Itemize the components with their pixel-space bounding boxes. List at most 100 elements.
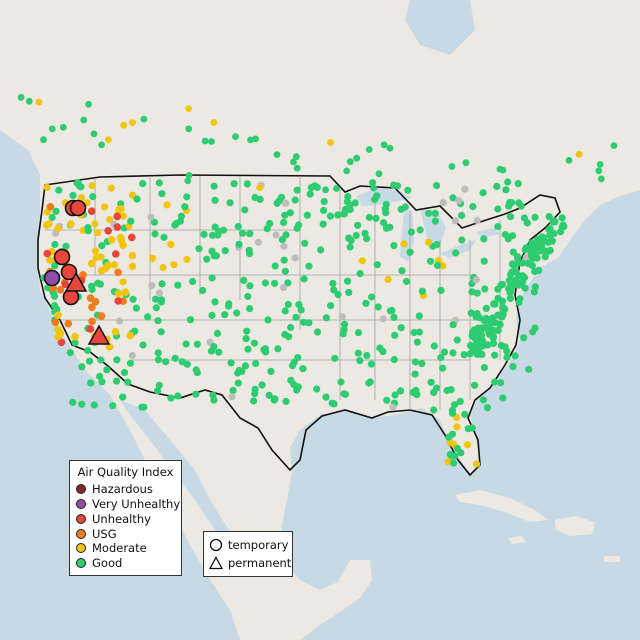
monitor-marker xyxy=(256,184,263,191)
monitor-marker xyxy=(98,378,106,386)
monitor-marker xyxy=(343,198,351,206)
monitor-marker xyxy=(126,359,135,367)
monitor-marker xyxy=(472,313,480,321)
monitor-marker xyxy=(338,313,346,321)
monitor-marker xyxy=(87,379,95,387)
monitor-marker xyxy=(437,286,445,294)
monitor-marker xyxy=(290,158,297,166)
monitor-marker xyxy=(189,277,197,286)
temporary-monitor-marker xyxy=(69,199,87,217)
monitor-marker xyxy=(293,186,301,194)
monitor-marker xyxy=(251,193,259,202)
monitor-marker xyxy=(326,212,334,220)
monitor-marker xyxy=(221,311,229,319)
monitor-marker xyxy=(214,231,222,239)
monitor-marker xyxy=(340,326,348,334)
monitor-marker xyxy=(86,325,95,333)
monitor-marker xyxy=(251,390,259,398)
monitor-marker xyxy=(452,249,460,257)
monitor-marker xyxy=(157,328,165,336)
monitor-marker xyxy=(91,220,99,228)
monitor-marker xyxy=(208,231,217,239)
monitor-marker xyxy=(453,336,461,344)
monitor-marker xyxy=(140,115,148,123)
monitor-marker xyxy=(116,317,124,325)
monitor-marker xyxy=(252,135,259,143)
monitor-marker xyxy=(482,304,490,312)
monitor-marker xyxy=(351,199,359,207)
unhealthy-swatch-icon xyxy=(76,514,86,524)
monitor-marker xyxy=(508,232,517,240)
monitor-marker xyxy=(243,327,251,335)
monitor-marker xyxy=(489,332,497,340)
monitor-marker xyxy=(402,277,411,286)
monitor-marker xyxy=(464,425,472,433)
monitor-marker xyxy=(520,334,528,342)
monitor-marker xyxy=(252,359,260,368)
monitor-marker xyxy=(261,279,269,287)
monitor-marker xyxy=(469,203,477,211)
monitor-marker xyxy=(225,300,233,308)
monitor-marker xyxy=(147,213,155,221)
monitor-marker xyxy=(184,177,192,185)
monitor-marker xyxy=(211,196,219,204)
monitor-marker xyxy=(62,242,70,250)
monitor-marker xyxy=(208,274,216,282)
monitor-marker xyxy=(86,294,95,302)
temporary-monitor-marker xyxy=(60,263,78,281)
monitor-marker xyxy=(538,246,547,254)
monitor-marker xyxy=(51,240,59,249)
monitor-marker xyxy=(406,248,414,256)
legend-label-unhealthy: Unhealthy xyxy=(92,512,151,526)
monitor-marker xyxy=(461,185,469,193)
monitor-marker xyxy=(491,351,499,359)
monitor-marker xyxy=(487,326,495,334)
monitor-marker xyxy=(51,318,60,327)
good-swatch-icon xyxy=(76,558,86,568)
monitor-marker xyxy=(170,261,178,269)
monitor-marker xyxy=(479,324,487,332)
monitor-marker xyxy=(374,303,382,311)
monitor-marker xyxy=(346,243,354,251)
monitor-marker xyxy=(337,378,345,386)
hudson-bay xyxy=(405,0,475,55)
monitor-marker xyxy=(449,194,457,202)
monitor-marker xyxy=(535,266,543,274)
monitor-marker xyxy=(370,184,377,192)
monitor-marker xyxy=(546,231,554,240)
monitor-marker xyxy=(293,224,301,232)
gulf-of-california xyxy=(120,400,250,560)
monitor-marker xyxy=(59,123,67,131)
monitor-marker xyxy=(400,240,408,248)
monitor-marker xyxy=(415,328,423,336)
monitor-marker xyxy=(210,252,218,260)
monitor-marker xyxy=(71,332,79,341)
monitor-marker xyxy=(87,259,96,268)
monitor-marker xyxy=(322,314,330,322)
monitor-marker xyxy=(448,409,457,417)
monitor-marker xyxy=(430,342,438,350)
temporary-monitor-marker xyxy=(53,248,71,266)
monitor-marker xyxy=(78,363,86,371)
monitor-marker xyxy=(117,205,125,213)
monitor-marker xyxy=(250,339,258,347)
monitor-marker xyxy=(469,347,477,355)
monitor-marker xyxy=(575,151,583,158)
monitor-marker xyxy=(444,458,452,466)
monitor-marker xyxy=(93,229,102,237)
monitor-marker xyxy=(344,192,352,201)
temporary-monitor-marker xyxy=(43,269,61,287)
monitor-marker xyxy=(479,189,487,197)
monitor-marker xyxy=(505,202,513,210)
monitor-marker xyxy=(282,231,290,239)
legend-label-very-unhealthy: Very Unhealthy xyxy=(92,497,181,511)
monitor-marker xyxy=(300,318,308,326)
monitor-marker xyxy=(415,312,423,320)
monitor-marker xyxy=(174,392,182,400)
monitor-marker xyxy=(258,381,266,389)
monitor-marker xyxy=(313,328,322,336)
monitor-marker xyxy=(290,358,298,366)
monitor-marker xyxy=(416,226,424,234)
monitor-marker xyxy=(158,190,166,198)
monitor-marker xyxy=(246,250,254,258)
